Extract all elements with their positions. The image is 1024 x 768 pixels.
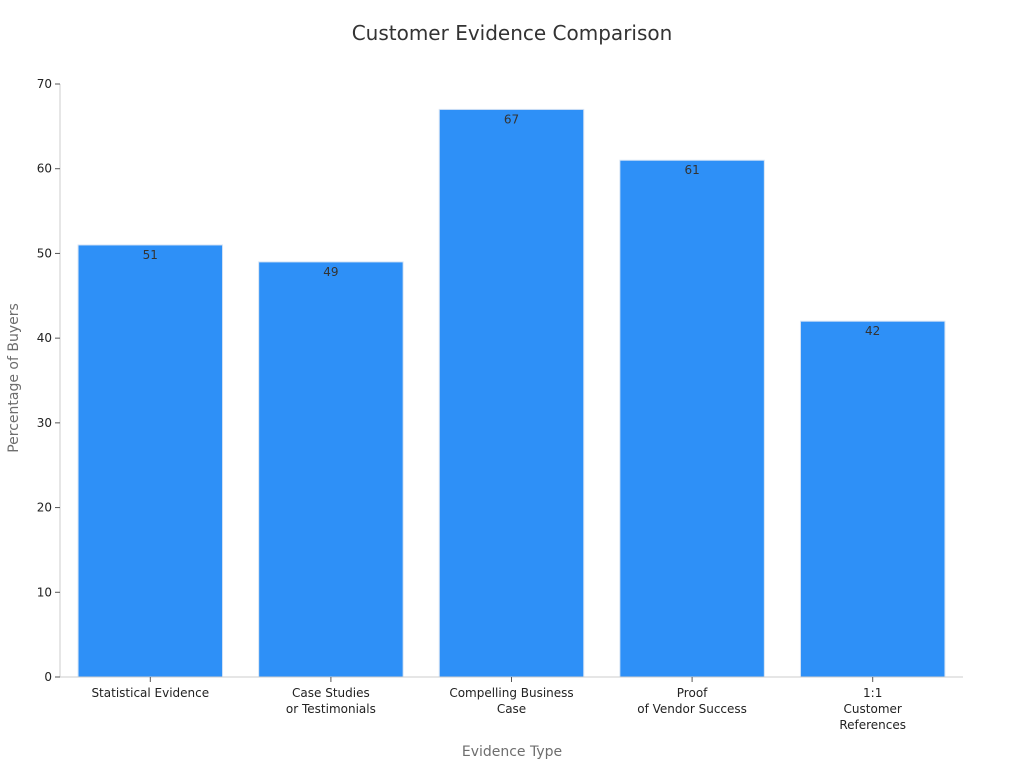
x-tick-label: Compelling Business	[449, 686, 573, 700]
x-tick-label: Case Studies	[292, 686, 370, 700]
x-axis-title: Evidence Type	[462, 744, 562, 760]
x-tick-label: or Testimonials	[286, 702, 376, 716]
y-tick-label: 10	[37, 585, 52, 599]
y-tick-label: 0	[44, 670, 52, 684]
bar-value-label: 67	[504, 112, 519, 126]
x-tick-label: 1:1	[863, 686, 882, 700]
chart-title: Customer Evidence Comparison	[352, 21, 673, 45]
y-tick-label: 50	[37, 246, 52, 260]
bar	[619, 159, 765, 678]
bars: 51 49 67 61 42	[77, 108, 946, 678]
y-tick-label: 30	[37, 416, 52, 430]
bar-value-label: 51	[143, 248, 158, 262]
x-tick-label: Customer	[844, 702, 902, 716]
x-tick-label: Case	[497, 702, 526, 716]
y-tick-label: 70	[37, 77, 52, 91]
bar-value-label: 61	[684, 163, 699, 177]
bar-value-label: 49	[323, 265, 338, 279]
x-tick-label: Statistical Evidence	[91, 686, 209, 700]
bar	[799, 320, 946, 678]
y-axis: 0 10 20 30 40 50 60 70	[37, 77, 61, 684]
x-tick-label: of Vendor Success	[637, 702, 747, 716]
bar	[258, 261, 404, 678]
y-axis-title: Percentage of Buyers	[6, 303, 22, 453]
y-tick-label: 60	[37, 162, 52, 176]
y-tick-label: 40	[37, 331, 52, 345]
y-tick-label: 20	[37, 501, 52, 515]
bar-value-label: 42	[865, 324, 880, 338]
x-tick-label: Proof	[677, 686, 708, 700]
x-tick-label: References	[839, 718, 906, 732]
x-axis: Statistical Evidence Case Studies or Testi…	[60, 676, 963, 732]
bar	[438, 108, 585, 678]
bar	[77, 244, 224, 678]
